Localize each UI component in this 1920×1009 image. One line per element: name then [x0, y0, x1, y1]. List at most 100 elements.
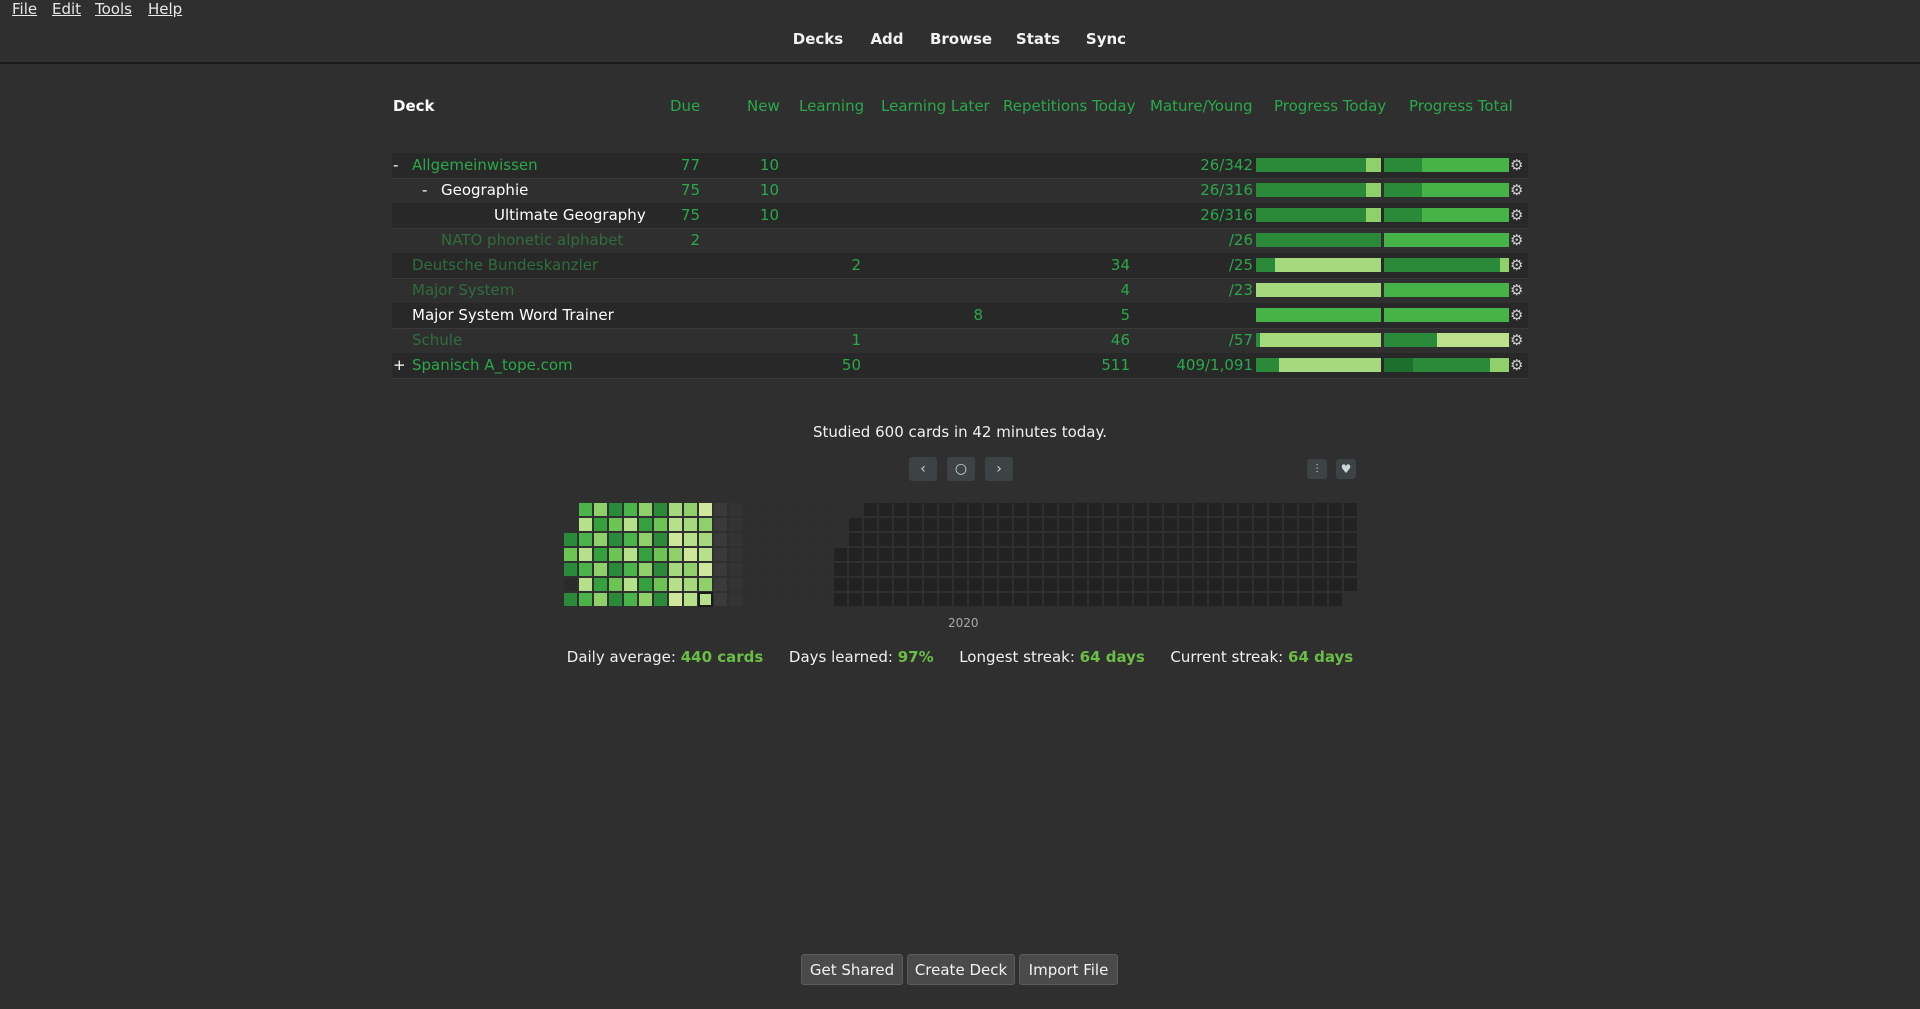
heatmap-day-cell[interactable] [639, 578, 652, 591]
heatmap-day-cell[interactable] [1209, 593, 1222, 606]
heatmap-day-cell[interactable] [1194, 533, 1207, 546]
heatmap-day-cell[interactable] [1269, 578, 1282, 591]
heatmap-day-cell[interactable] [744, 533, 757, 546]
heatmap-day-cell[interactable] [1344, 578, 1357, 591]
heatmap-day-cell[interactable] [954, 503, 967, 516]
heatmap-day-cell[interactable] [984, 548, 997, 561]
heatmap-day-cell[interactable] [1209, 518, 1222, 531]
heatmap-day-cell[interactable] [1044, 578, 1057, 591]
heatmap-day-cell[interactable] [1284, 548, 1297, 561]
heatmap-day-cell[interactable] [819, 518, 832, 531]
heatmap-day-cell[interactable] [639, 563, 652, 576]
heatmap-options-icon[interactable]: ⫶ [1307, 459, 1327, 479]
heatmap-day-cell[interactable] [819, 533, 832, 546]
heatmap-day-cell[interactable] [1089, 533, 1102, 546]
heatmap-day-cell[interactable] [939, 518, 952, 531]
heatmap-prev-button[interactable]: ‹ [909, 457, 937, 481]
heatmap-day-cell[interactable] [804, 563, 817, 576]
heatmap-day-cell[interactable] [924, 548, 937, 561]
toolbar-stats[interactable]: Stats [1015, 30, 1061, 48]
heatmap-day-cell[interactable] [924, 563, 937, 576]
heatmap-day-cell[interactable] [984, 578, 997, 591]
heatmap-day-cell[interactable] [999, 593, 1012, 606]
heatmap-day-cell[interactable] [1059, 563, 1072, 576]
heatmap-day-cell[interactable] [1014, 503, 1027, 516]
deck-row[interactable]: + Spanisch A_tope.com 50 511 409/1,091 ⚙ [392, 353, 1528, 379]
heatmap-day-cell[interactable] [1239, 503, 1252, 516]
heatmap-day-cell[interactable] [1269, 503, 1282, 516]
heatmap-day-cell[interactable] [1329, 593, 1342, 606]
heatmap-day-cell[interactable] [1209, 578, 1222, 591]
heatmap-day-cell[interactable] [954, 548, 967, 561]
heatmap-day-cell[interactable] [1164, 563, 1177, 576]
heatmap-day-cell[interactable] [849, 593, 862, 606]
deck-name[interactable]: Major System [412, 281, 515, 299]
heatmap-day-cell[interactable] [699, 533, 712, 546]
heatmap-day-cell[interactable] [1164, 533, 1177, 546]
toolbar-decks[interactable]: Decks [792, 30, 844, 48]
heatmap-day-cell[interactable] [1194, 518, 1207, 531]
heatmap-day-cell[interactable] [1029, 533, 1042, 546]
heatmap-day-cell[interactable] [774, 548, 787, 561]
deck-row[interactable]: Deutsche Bundeskanzler 2 34/25 ⚙ [392, 253, 1528, 279]
heatmap-day-cell[interactable] [729, 533, 742, 546]
gear-icon[interactable]: ⚙ [1510, 281, 1524, 299]
heatmap-day-cell[interactable] [1104, 578, 1117, 591]
heatmap-day-cell[interactable] [1029, 563, 1042, 576]
heatmap-day-cell[interactable] [969, 503, 982, 516]
heatmap-day-cell[interactable] [624, 593, 637, 606]
gear-icon[interactable]: ⚙ [1510, 331, 1524, 349]
heatmap-day-cell[interactable] [834, 548, 847, 561]
heatmap-day-cell[interactable] [1254, 593, 1267, 606]
heatmap-day-cell[interactable] [1044, 548, 1057, 561]
heatmap-day-cell[interactable] [909, 563, 922, 576]
heatmap-day-cell[interactable] [594, 503, 607, 516]
gear-icon[interactable]: ⚙ [1510, 356, 1524, 374]
deck-name[interactable]: Schule [412, 331, 463, 349]
heatmap-day-cell[interactable] [1314, 548, 1327, 561]
heatmap-day-cell[interactable] [924, 518, 937, 531]
heatmap-day-cell[interactable] [1239, 548, 1252, 561]
heatmap-day-cell[interactable] [1164, 548, 1177, 561]
heatmap-day-cell[interactable] [1314, 503, 1327, 516]
heatmap-day-cell[interactable] [1344, 518, 1357, 531]
heatmap-day-cell[interactable] [759, 578, 772, 591]
menu-help[interactable]: Help [148, 0, 183, 18]
heatmap-day-cell[interactable] [1014, 593, 1027, 606]
heatmap-day-cell[interactable] [984, 503, 997, 516]
gear-icon[interactable]: ⚙ [1510, 206, 1524, 224]
heatmap-day-cell[interactable] [1194, 578, 1207, 591]
heatmap-day-cell[interactable] [954, 563, 967, 576]
heatmap-day-cell[interactable] [1119, 548, 1132, 561]
heatmap-day-cell[interactable] [669, 533, 682, 546]
heatmap-day-cell[interactable] [654, 548, 667, 561]
heatmap-day-cell[interactable] [1284, 563, 1297, 576]
toolbar-add[interactable]: Add [870, 30, 904, 48]
heatmap-day-cell[interactable] [744, 593, 757, 606]
heatmap-day-cell[interactable] [1284, 518, 1297, 531]
heatmap-day-cell[interactable] [939, 578, 952, 591]
heatmap-day-cell[interactable] [639, 518, 652, 531]
heatmap-day-cell[interactable] [1044, 518, 1057, 531]
heatmap-day-cell[interactable] [1104, 593, 1117, 606]
heatmap-day-cell[interactable] [894, 503, 907, 516]
heatmap-day-cell[interactable] [729, 503, 742, 516]
heatmap-day-cell[interactable] [1224, 578, 1237, 591]
heatmap-day-cell[interactable] [579, 518, 592, 531]
heatmap-day-cell[interactable] [849, 578, 862, 591]
heatmap-day-cell[interactable] [1074, 563, 1087, 576]
heatmap-day-cell[interactable] [969, 563, 982, 576]
heatmap-day-cell[interactable] [654, 593, 667, 606]
heatmap-day-cell[interactable] [1344, 548, 1357, 561]
heatmap-day-cell[interactable] [699, 563, 712, 576]
heatmap-day-cell[interactable] [999, 503, 1012, 516]
heatmap-day-cell[interactable] [789, 563, 802, 576]
heatmap-day-cell[interactable] [1329, 503, 1342, 516]
heatmap-day-cell[interactable] [789, 533, 802, 546]
heatmap-day-cell[interactable] [909, 593, 922, 606]
heatmap-day-cell[interactable] [624, 503, 637, 516]
heatmap-day-cell[interactable] [984, 533, 997, 546]
heatmap-day-cell[interactable] [1119, 563, 1132, 576]
heatmap-day-cell[interactable] [924, 593, 937, 606]
heatmap-day-cell[interactable] [969, 533, 982, 546]
